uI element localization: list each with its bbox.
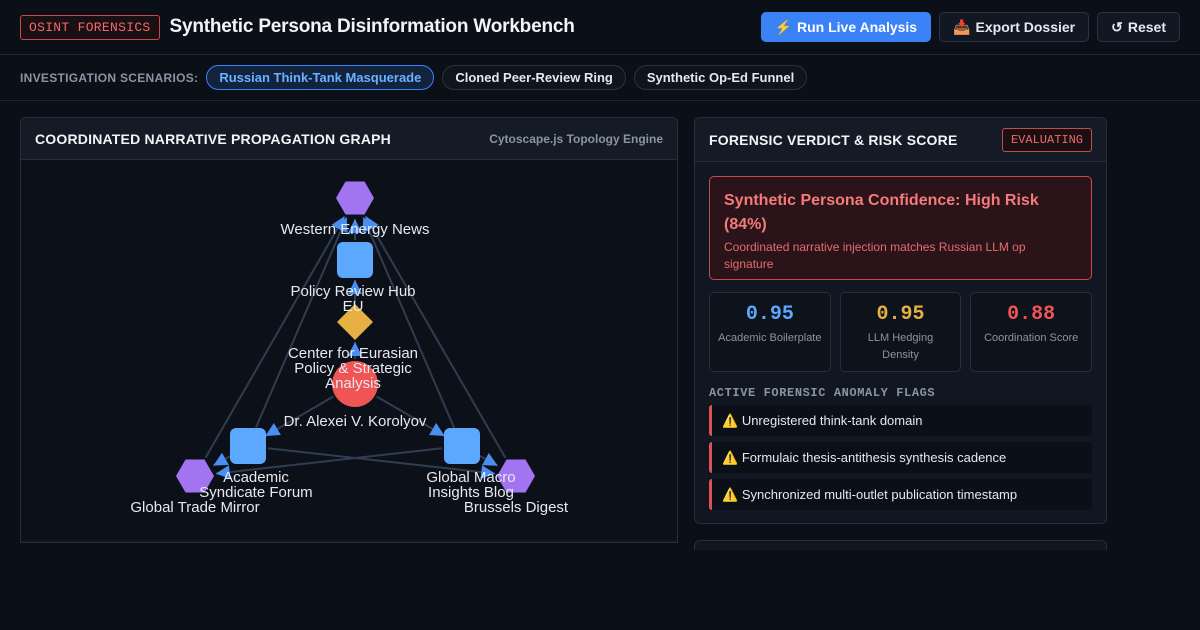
reset-icon: ↺ [1111, 18, 1123, 35]
graph-edge-dak-asf [264, 395, 334, 437]
graph-edge-gmi-wen [362, 216, 455, 429]
propagation-graph-panel: COORDINATED NARRATIVE PROPAGATION GRAPH … [20, 117, 678, 543]
graph-node-cep[interactable] [337, 304, 373, 340]
graph-node-label-dak: Dr. Alexei V. Korolyov [284, 413, 427, 430]
metric-coordination-score: 0.88 Coordination Score [970, 292, 1093, 372]
warning-icon: ⚠️ [722, 449, 739, 465]
graph-edge-gmi-gtm [215, 447, 443, 480]
graph-edge-gtm-wen [204, 215, 346, 459]
graph-node-label-gtm: Global Trade Mirror [130, 499, 259, 516]
graph-panel-header: COORDINATED NARRATIVE PROPAGATION GRAPH … [21, 118, 677, 160]
graph-node-label-prh: Policy Review Hub EU [290, 283, 415, 315]
reset-button[interactable]: ↺ Reset [1097, 12, 1180, 42]
metric-label: LLM Hedging Density [867, 332, 934, 361]
metric-llm-hedging-density: 0.95 LLM Hedging Density [839, 292, 962, 372]
forensic-verdict-panel: FORENSIC VERDICT & RISK SCORE EVALUATING… [694, 117, 1107, 524]
graph-node-label-wen: Western Energy News [281, 221, 430, 238]
metric-academic-boilerplate: 0.95 Academic Boilerplate [709, 292, 831, 372]
reset-label: Reset [1127, 19, 1166, 35]
scenario-chip-peer-review[interactable]: Cloned Peer-Review Ring [442, 65, 626, 90]
anomaly-flags-title: ACTIVE FORENSIC ANOMALY FLAGS [709, 386, 936, 400]
graph-panel-title: COORDINATED NARRATIVE PROPAGATION GRAPH [35, 130, 391, 147]
risk-headline: Synthetic Persona Confidence: High Risk … [724, 192, 1039, 233]
graph-node-dak[interactable] [332, 361, 378, 407]
export-dossier-label: Export Dossier [975, 19, 1076, 35]
scenario-chip-think-tank[interactable]: Russian Think-Tank Masquerade [206, 65, 435, 90]
osint-badge: OSINT FORENSICS [20, 14, 160, 40]
anomaly-flag[interactable]: ⚠️ Synchronized multi-outlet publication… [709, 479, 1092, 510]
export-dossier-button[interactable]: 📥 Export Dossier [939, 12, 1090, 42]
graph-canvas[interactable]: Western Energy News Policy Review Hub EU Ce… [21, 160, 677, 540]
warning-icon: ⚠️ [722, 412, 739, 428]
evaluation-status-badge: EVALUATING [1001, 127, 1092, 152]
graph-edge-bd-wen [364, 215, 507, 459]
secondary-panel-edge [694, 540, 1107, 550]
graph-node-gtm[interactable] [176, 459, 214, 493]
graph-edge-asf-wen [255, 216, 348, 429]
verdict-panel-header: FORENSIC VERDICT & RISK SCORE EVALUATING [695, 118, 1106, 162]
graph-edge-gmi-bd [478, 452, 499, 467]
graph-node-label-cep: Center for Eurasian Policy & Strategic Ana… [288, 345, 418, 392]
top-bar: OSINT FORENSICS Synthetic Persona Disinf… [0, 0, 1200, 55]
run-live-analysis-button[interactable]: ⚡ Run Live Analysis [760, 12, 932, 42]
verdict-panel-title: FORENSIC VERDICT & RISK SCORE [709, 131, 958, 148]
warning-icon: ⚠️ [722, 486, 739, 502]
risk-description: Coordinated narrative injection matches … [724, 240, 1026, 271]
graph-node-prh[interactable] [337, 242, 373, 278]
graph-node-label-asf: Academic Syndicate Forum [199, 469, 312, 501]
graph-node-label-bd: Brussels Digest [464, 499, 569, 516]
lightning-icon: ⚡ [774, 18, 793, 35]
scenario-chip-op-ed[interactable]: Synthetic Op-Ed Funnel [633, 65, 808, 90]
graph-node-label-gmi: Global Macro Insights Blog [426, 469, 515, 501]
score-metrics: 0.95 Academic Boilerplate 0.95 LLM Hedgi… [709, 292, 1093, 372]
graph-node-wen[interactable] [336, 181, 374, 215]
anomaly-flag[interactable]: ⚠️ Formulaic thesis-antithesis synthesis… [709, 442, 1092, 473]
graph-edge-asf-gtm [212, 452, 232, 467]
metric-value: 0.88 [1007, 303, 1056, 326]
graph-engine-label: Cytoscape.js Topology Engine [489, 131, 663, 146]
graph-edge-dak-gmi [376, 395, 446, 437]
scenarios-label: INVESTIGATION SCENARIOS: [20, 70, 199, 85]
network-graph[interactable]: Western Energy News Policy Review Hub EU Ce… [21, 160, 677, 540]
run-live-analysis-label: Run Live Analysis [797, 19, 918, 35]
metric-label: Academic Boilerplate [718, 332, 822, 344]
flag-text: Unregistered think-tank domain [741, 413, 923, 428]
risk-verdict-card: Synthetic Persona Confidence: High Risk … [709, 176, 1092, 280]
anomaly-flag[interactable]: ⚠️ Unregistered think-tank domain [709, 405, 1092, 436]
metric-value: 0.95 [745, 303, 794, 326]
graph-node-gmi[interactable] [444, 428, 480, 464]
app-title: Synthetic Persona Disinformation Workben… [169, 16, 575, 37]
inbox-tray-icon: 📥 [953, 18, 971, 35]
flag-text: Formulaic thesis-antithesis synthesis ca… [741, 450, 1007, 465]
graph-edge-asf-bd [267, 447, 496, 480]
toolbar-actions: ⚡ Run Live Analysis 📥 Export Dossier ↺ R… [760, 12, 1180, 42]
scenario-bar: INVESTIGATION SCENARIOS: Russian Think-T… [0, 55, 1200, 101]
flag-text: Synchronized multi-outlet publication ti… [741, 487, 1018, 502]
graph-node-bd[interactable] [497, 459, 535, 493]
metric-value: 0.95 [876, 303, 925, 326]
graph-node-asf[interactable] [230, 428, 266, 464]
metric-label: Coordination Score [984, 332, 1079, 344]
anomaly-flags-list: ⚠️ Unregistered think-tank domain ⚠️ For… [709, 405, 1092, 510]
